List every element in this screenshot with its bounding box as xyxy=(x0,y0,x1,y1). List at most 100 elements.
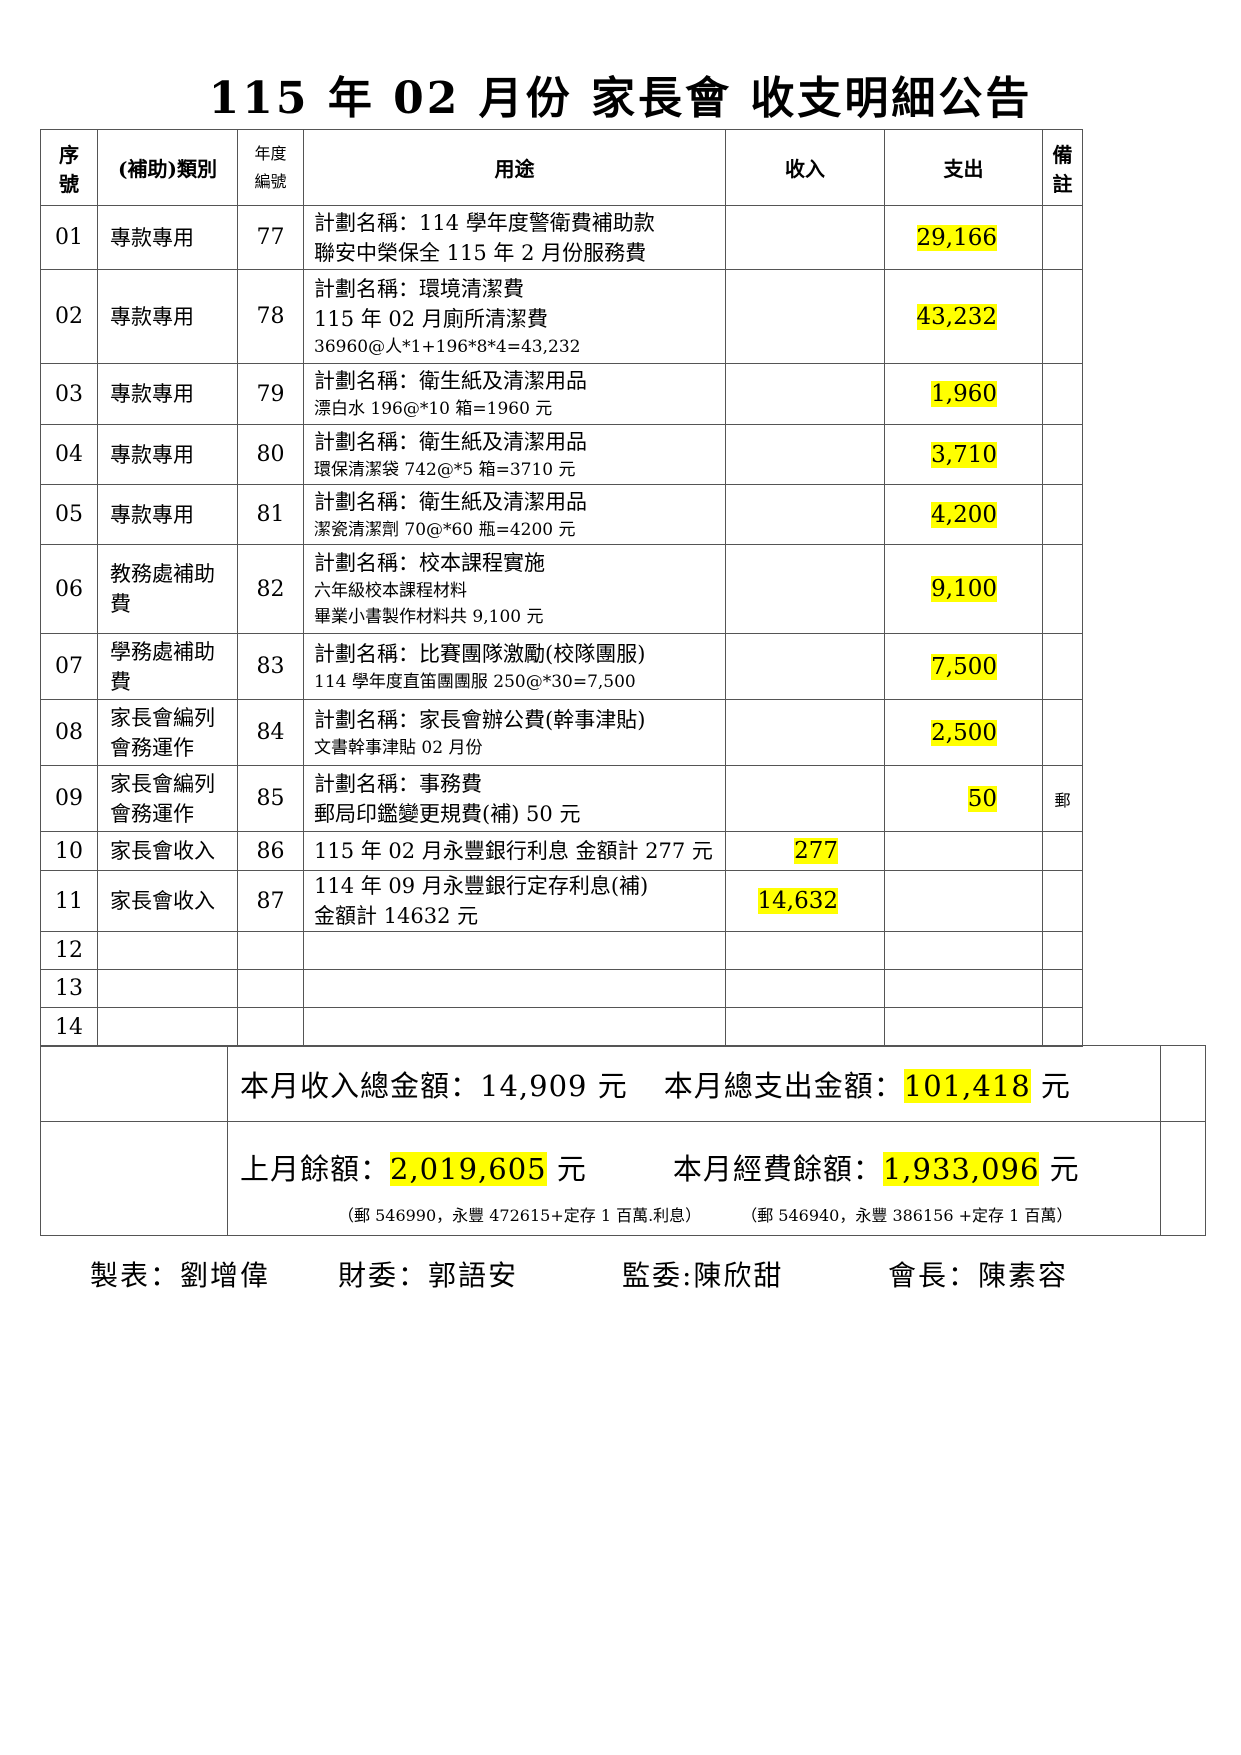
category-line: 費 xyxy=(110,669,131,694)
income-cell xyxy=(725,363,885,425)
usage-detail: 畢業小書製作材料共 9,100 元 xyxy=(314,607,544,627)
category-line: 專款專用 xyxy=(110,382,194,406)
code-cell: 78 xyxy=(237,269,304,364)
expense-cell xyxy=(884,1007,1043,1047)
table-row: 09 家長會編列 會務運作 85 計劃名稱：事務費 郵局印鑑變更規費(補) 50 元 50 郵 xyxy=(40,765,1205,832)
expense-amount: 4,200 xyxy=(931,501,997,528)
income-cell xyxy=(725,969,885,1008)
usage-detail: 六年級校本課程材料 xyxy=(314,581,467,601)
category-line: 家長會編列 xyxy=(110,771,215,796)
income-cell: 14,632 xyxy=(725,870,885,932)
income-total-label: 本月收入總金額： xyxy=(240,1068,481,1103)
table-row: 12 xyxy=(40,931,1205,970)
summary-blank xyxy=(1160,1045,1206,1122)
header-seq-2: 號 xyxy=(59,171,79,196)
usage-cell: 計劃名稱：衛生紙及清潔用品 潔瓷清潔劑 70@*60 瓶=4200 元 xyxy=(303,484,726,545)
category-line: 家長會編列 xyxy=(110,705,215,730)
prev-balance: 2,019,605 xyxy=(390,1151,547,1186)
usage-cell: 計劃名稱：衛生紙及清潔用品環保清潔袋 742@*5 箱=3710 元 xyxy=(303,424,726,485)
expense-cell: 9,100 xyxy=(884,544,1043,634)
category-line: 專款專用 xyxy=(110,502,194,527)
code-cell xyxy=(237,969,304,1008)
income-cell xyxy=(725,484,885,545)
summary-blank xyxy=(40,1121,228,1236)
category-line: 家長會收入 xyxy=(110,839,215,863)
remark-cell xyxy=(1042,969,1083,1008)
seq-cell: 09 xyxy=(40,765,98,832)
table-row: 14 xyxy=(40,1007,1205,1047)
header-income: 收入 xyxy=(725,129,885,206)
current-balance-label: 本月經費餘額： xyxy=(672,1151,883,1186)
table-row: 05 專款專用 81 計劃名稱：衛生紙及清潔用品 潔瓷清潔劑 70@*60 瓶=4200… xyxy=(40,484,1205,545)
summary-totals: 本月收入總金額：14,909 元本月總支出金額：101,418 元 xyxy=(227,1045,1161,1122)
expense-cell: 50 xyxy=(884,765,1043,832)
expense-amount: 2,500 xyxy=(931,719,997,746)
usage-line: 計劃名稱：事務費 xyxy=(314,771,482,796)
usage-line: 115 年 02 月廁所清潔費 xyxy=(314,306,548,331)
seq-cell: 03 xyxy=(40,363,98,425)
table-row: 03 專款專用 79 計劃名稱：衛生紙及清潔用品 漂白水 196@*10 箱=1960 … xyxy=(40,363,1205,425)
category-line: 費 xyxy=(110,592,131,616)
category-cell: 家長會編列 會務運作 xyxy=(97,699,238,766)
category-line: 專款專用 xyxy=(110,225,194,250)
remark-cell xyxy=(1042,424,1083,485)
usage-line: 計劃名稱：114 學年度警衛費補助款 xyxy=(314,210,655,235)
usage-detail: 114 學年度直笛團團服 250@*30=7,500 xyxy=(314,671,636,692)
seq-cell: 01 xyxy=(40,205,98,270)
signature-supervisor: 監委:陳欣甜 xyxy=(622,1259,784,1292)
table-row: 02 專款專用 78 計劃名稱：環境清潔費 115 年 02 月廁所清潔費 36960@人… xyxy=(40,269,1205,364)
header-code: 年度 編號 xyxy=(237,129,304,206)
usage-line: 聯安中榮保全 115 年 2 月份服務費 xyxy=(314,240,647,265)
seq-cell: 14 xyxy=(40,1007,98,1047)
category-cell: 專款專用 xyxy=(97,363,238,425)
income-amount: 277 xyxy=(794,838,838,864)
remark-cell xyxy=(1042,363,1083,425)
table-row: 07 學務處補助費 83 計劃名稱：比賽團隊激勵(校隊團服) 114 學年度直笛團團服 … xyxy=(40,633,1205,700)
code-cell: 80 xyxy=(237,424,304,485)
expense-amount: 50 xyxy=(967,785,997,812)
usage-cell: 計劃名稱：家長會辦公費(幹事津貼) 文書幹事津貼 02 月份 xyxy=(303,699,726,766)
expense-amount: 43,232 xyxy=(916,303,997,330)
category-cell: 家長會編列 會務運作 xyxy=(97,765,238,832)
remark-cell xyxy=(1042,205,1083,270)
usage-line: 郵局印鑑變更規費(補) 50 元 xyxy=(314,801,581,826)
category-line: 教務處補助 xyxy=(110,562,215,586)
usage-detail: 文書幹事津貼 02 月份 xyxy=(314,737,483,758)
expense-cell xyxy=(884,969,1043,1008)
expense-total-label: 本月總支出金額： xyxy=(663,1068,904,1103)
usage-cell: 計劃名稱：114 學年度警衛費補助款 聯安中榮保全 115 年 2 月份服務費 xyxy=(303,205,726,270)
category-cell: 教務處補助費 xyxy=(97,544,238,634)
seq-cell: 04 xyxy=(40,424,98,485)
expense-cell: 29,166 xyxy=(884,205,1043,270)
header-remark-1: 備 xyxy=(1052,142,1073,167)
expense-amount: 1,960 xyxy=(931,381,997,407)
header-code-2: 編號 xyxy=(254,171,287,191)
summary-balance-row: 上月餘額：2,019,605 元 本月經費餘額：1,933,096 元 （郵 54… xyxy=(40,1121,1206,1236)
signature-finance: 財委：郭語安 xyxy=(338,1259,519,1292)
signature-chair: 會長：陳素容 xyxy=(888,1259,1069,1292)
expense-cell: 4,200 xyxy=(884,484,1043,545)
category-cell xyxy=(97,1007,238,1047)
category-line: 學務處補助 xyxy=(110,639,215,664)
income-cell xyxy=(725,424,885,485)
category-cell: 專款專用 xyxy=(97,269,238,364)
usage-detail: 環保清潔袋 742@*5 箱=3710 元 xyxy=(314,459,576,480)
seq-cell: 12 xyxy=(40,931,98,970)
usage-cell xyxy=(303,1007,726,1047)
usage-cell: 計劃名稱：環境清潔費 115 年 02 月廁所清潔費 36960@人*1+196*8… xyxy=(303,269,726,364)
remark-cell xyxy=(1042,633,1083,700)
header-category: (補助)類別 xyxy=(97,129,238,206)
category-cell: 專款專用 xyxy=(97,205,238,270)
header-seq-1: 序 xyxy=(59,142,79,167)
table-row: 13 xyxy=(40,969,1205,1008)
category-cell xyxy=(97,931,238,970)
usage-line: 114 年 09 月永豐銀行定存利息(補) xyxy=(314,874,649,898)
expense-amount: 3,710 xyxy=(931,441,997,468)
code-cell: 81 xyxy=(237,484,304,545)
header-row: 序號 (補助)類別 年度 編號 用途 收入 支出 備註 xyxy=(40,129,1205,206)
remark-cell xyxy=(1042,699,1083,766)
income-cell xyxy=(725,633,885,700)
usage-line: 計劃名稱：衛生紙及清潔用品 xyxy=(314,429,587,454)
seq-cell: 11 xyxy=(40,870,98,932)
unit: 元 xyxy=(556,1151,587,1186)
